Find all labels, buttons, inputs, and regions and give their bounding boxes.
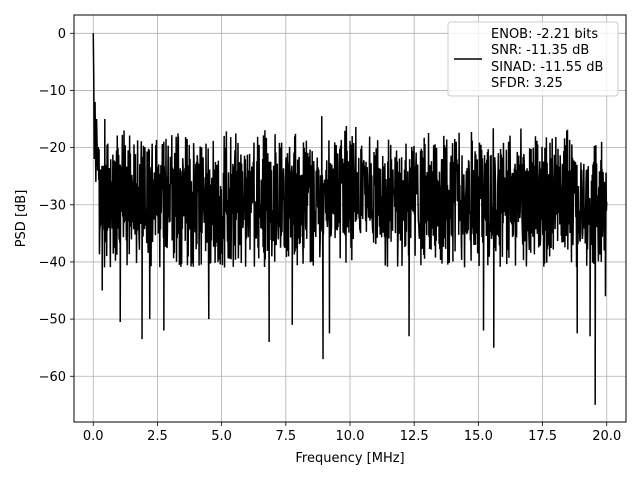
x-tick-label: 10.0 [336, 429, 365, 444]
y-axis: 0 −10 −20 −30 −40 −50 −60 [39, 27, 74, 385]
legend-entry-sinad: SINAD: -11.55 dB [491, 60, 603, 75]
x-tick-label: 12.5 [400, 429, 429, 444]
x-tick-label: 15.0 [464, 429, 493, 444]
y-tick-label: −60 [39, 370, 66, 385]
x-tick-label: 5.0 [211, 429, 232, 444]
y-tick-label: −10 [39, 84, 66, 99]
y-tick-label: −40 [39, 255, 66, 270]
y-tick-label: −20 [39, 141, 66, 156]
x-tick-label: 7.5 [275, 429, 296, 444]
x-tick-label: 20.0 [592, 429, 621, 444]
legend-entry-sfdr: SFDR: 3.25 [491, 76, 563, 91]
legend-entry-snr: SNR: -11.35 dB [491, 43, 589, 58]
x-tick-label: 0.0 [83, 429, 104, 444]
y-axis-label: PSD [dB] [14, 190, 29, 248]
legend-entry-enob: ENOB: -2.21 bits [491, 27, 598, 42]
x-tick-label: 17.5 [528, 429, 557, 444]
psd-line [92, 33, 608, 405]
x-axis: 0.0 2.5 5.0 7.5 10.0 12.5 15.0 17.5 20.0 [83, 422, 621, 444]
x-axis-label: Frequency [MHz] [295, 451, 404, 466]
legend-box [447, 21, 619, 97]
y-tick-label: 0 [58, 27, 66, 42]
legend: ENOB: -2.21 bits SNR: -11.35 dB SINAD: -… [447, 21, 619, 97]
y-tick-label: −30 [39, 198, 66, 213]
x-tick-label: 2.5 [147, 429, 168, 444]
y-tick-label: −50 [39, 313, 66, 328]
